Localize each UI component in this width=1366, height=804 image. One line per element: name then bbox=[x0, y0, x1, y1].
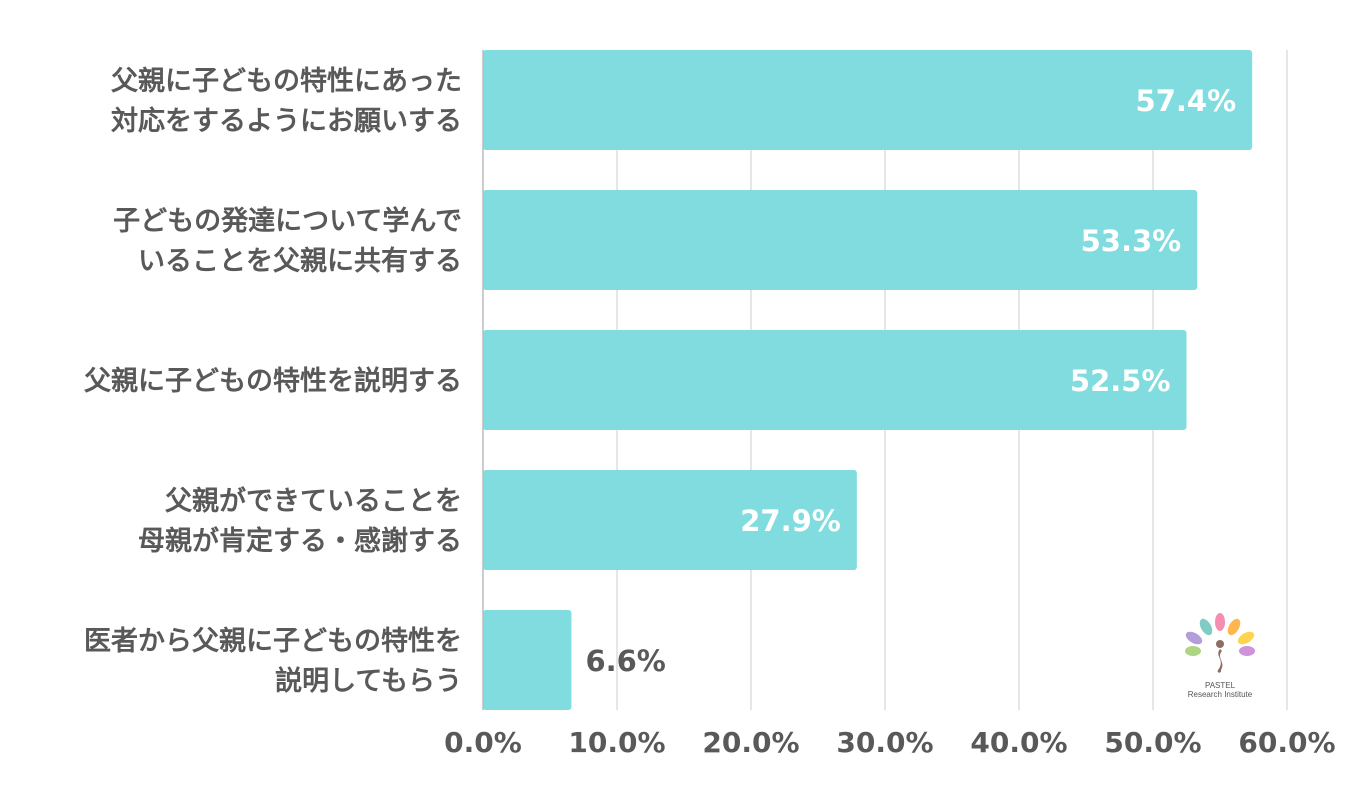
data-label: 53.3% bbox=[1081, 224, 1182, 258]
data-label: 57.4% bbox=[1136, 84, 1237, 118]
category-label: 父親ができていることを bbox=[165, 485, 462, 517]
category-labels: 父親に子どもの特性にあった対応をするようにお願いする子どもの発達について学んでい… bbox=[84, 66, 462, 697]
logo-subtitle: Research Institute bbox=[1188, 690, 1253, 699]
logo-figure-icon bbox=[1216, 640, 1224, 673]
category-label: 対応をするようにお願いする bbox=[111, 105, 462, 137]
logo-title: PASTEL bbox=[1205, 681, 1236, 690]
data-label: 52.5% bbox=[1070, 364, 1171, 398]
data-label: 27.9% bbox=[740, 504, 841, 538]
bars bbox=[483, 50, 1253, 710]
bar bbox=[483, 330, 1187, 430]
category-label: 医者から父親に子どもの特性を bbox=[84, 626, 462, 657]
category-label: 説明してもらう bbox=[275, 665, 462, 697]
x-tick-label: 0.0% bbox=[444, 726, 522, 759]
x-tick-label: 10.0% bbox=[568, 726, 665, 759]
x-tick-label: 40.0% bbox=[970, 726, 1067, 759]
x-tick-label: 50.0% bbox=[1104, 726, 1201, 759]
category-label: 父親に子どもの特性を説明する bbox=[84, 365, 462, 397]
category-label: 子どもの発達について学んで bbox=[113, 205, 462, 237]
data-label: 6.6% bbox=[585, 644, 665, 678]
category-label: 母親が肯定する・感謝する bbox=[138, 525, 462, 557]
logo-petals-icon bbox=[1185, 613, 1255, 656]
bar bbox=[483, 470, 857, 570]
pastel-logo: PASTEL Research Institute bbox=[1170, 608, 1270, 703]
x-tick-labels: 0.0% 10.0% 20.0% 30.0% 40.0% 50.0% 60.0% bbox=[444, 726, 1335, 759]
data-labels: 57.4% 53.3% 52.5% 27.9% 6.6% bbox=[585, 84, 1236, 678]
category-label: 父親に子どもの特性にあった bbox=[111, 66, 462, 97]
category-label: いることを父親に共有する bbox=[138, 246, 462, 277]
x-tick-label: 30.0% bbox=[836, 726, 933, 759]
bar bbox=[483, 610, 572, 710]
bar bbox=[483, 190, 1198, 290]
x-tick-label: 20.0% bbox=[702, 726, 799, 759]
x-tick-label: 60.0% bbox=[1238, 726, 1335, 759]
bar bbox=[483, 50, 1253, 150]
